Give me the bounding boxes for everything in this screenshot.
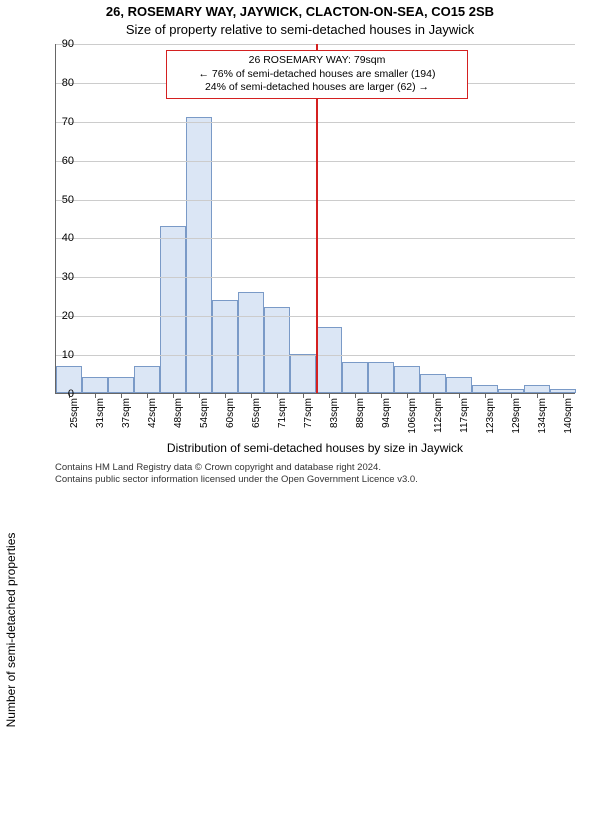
bar [134,366,160,393]
bar [186,117,212,393]
y-tick-label: 30 [44,271,74,283]
x-tick-label: 77sqm [303,398,314,438]
callout-box: 26 ROSEMARY WAY: 79sqm ← 76% of semi-det… [166,50,468,99]
bar [238,292,264,393]
y-tick-label: 40 [44,232,74,244]
bar [420,374,446,393]
bar [394,366,420,393]
chart-subtitle: Size of property relative to semi-detach… [0,22,600,37]
bar [524,385,550,393]
x-tick-label: 117sqm [459,398,470,438]
x-tick-label: 60sqm [225,398,236,438]
bar [290,354,316,393]
x-tick-label: 65sqm [251,398,262,438]
bar [316,327,342,393]
x-tick-label: 48sqm [173,398,184,438]
chart-title-line1: 26, ROSEMARY WAY, JAYWICK, CLACTON-ON-SE… [0,4,600,19]
bar [160,226,186,393]
y-tick-label: 10 [44,349,74,361]
x-tick-label: 106sqm [407,398,418,438]
y-tick-label: 70 [44,116,74,128]
x-tick-label: 88sqm [355,398,366,438]
y-tick-label: 80 [44,77,74,89]
x-axis-label: Distribution of semi-detached houses by … [55,441,575,455]
x-tick-label: 134sqm [537,398,548,438]
y-tick-label: 50 [44,194,74,206]
footer-line2: Contains public sector information licen… [55,474,575,486]
bar [498,389,524,393]
x-tick-label: 83sqm [329,398,340,438]
y-axis-label: Number of semi-detached properties [4,420,20,840]
bar [446,377,472,393]
x-tick-label: 25sqm [69,398,80,438]
x-tick-label: 140sqm [563,398,574,438]
footer-attribution: Contains HM Land Registry data © Crown c… [55,462,575,487]
bar [212,300,238,393]
bar [342,362,368,393]
y-tick-label: 20 [44,310,74,322]
callout-line3: 24% of semi-detached houses are larger (… [173,81,461,95]
callout-line2: ← 76% of semi-detached houses are smalle… [173,68,461,82]
y-tick-label: 90 [44,38,74,50]
callout-line1: 26 ROSEMARY WAY: 79sqm [173,54,461,68]
plot-area: 26 ROSEMARY WAY: 79sqm ← 76% of semi-det… [55,44,575,394]
y-tick-label: 60 [44,155,74,167]
x-tick-label: 71sqm [277,398,288,438]
x-tick-label: 123sqm [485,398,496,438]
footer-line1: Contains HM Land Registry data © Crown c… [55,462,575,474]
x-tick-label: 31sqm [95,398,106,438]
x-tick-label: 129sqm [511,398,522,438]
x-tick-label: 37sqm [121,398,132,438]
x-tick-label: 112sqm [433,398,444,438]
x-tick-label: 54sqm [199,398,210,438]
bar [368,362,394,393]
bar [108,377,134,393]
bar [550,389,576,393]
y-tick-label: 0 [44,388,74,400]
x-tick-label: 42sqm [147,398,158,438]
bar [472,385,498,393]
bar [264,307,290,393]
x-tick-label: 94sqm [381,398,392,438]
bar [82,377,108,393]
